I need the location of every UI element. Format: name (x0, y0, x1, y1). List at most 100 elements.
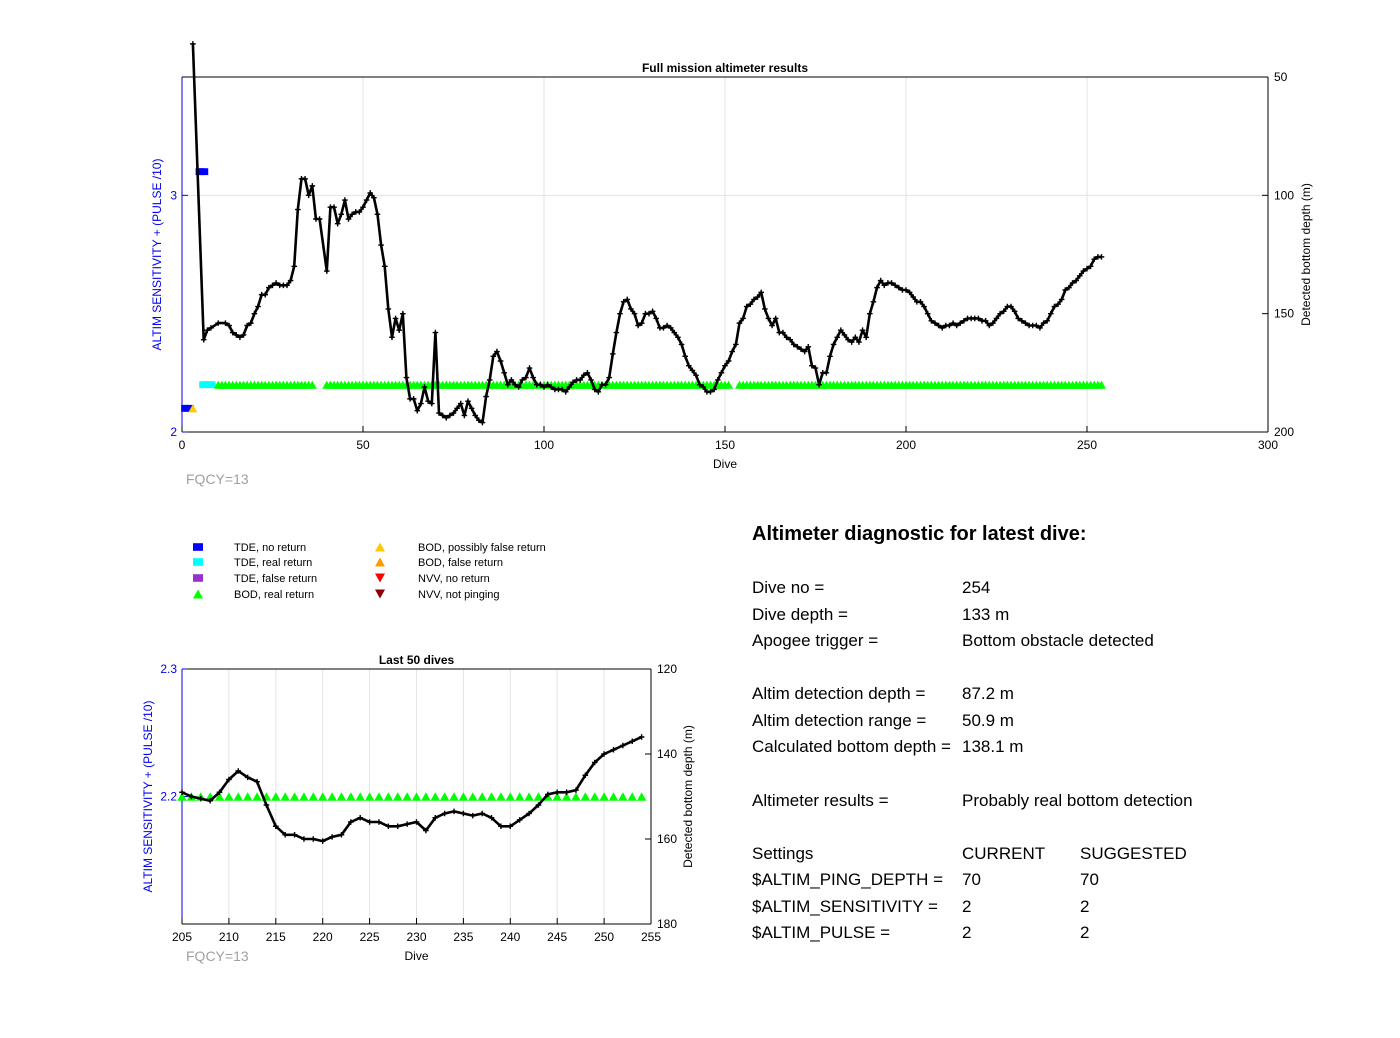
mission-depth-point (1055, 301, 1061, 307)
last50-depth-point (460, 810, 467, 817)
mission-depth-point (541, 384, 547, 390)
mission-depth-point (997, 310, 1003, 317)
mission-depth-point (1044, 317, 1050, 324)
mission-depth-point (1069, 280, 1076, 286)
mission-depth-point (410, 396, 417, 402)
last50-right-tick-label: 160 (657, 832, 677, 846)
last50-marker (627, 792, 637, 801)
mission-depth-point (762, 306, 768, 312)
mission-depth-point (222, 320, 229, 326)
mission-depth-point (689, 367, 696, 374)
last50-depth-point (273, 823, 279, 830)
mission-depth-point (331, 204, 337, 210)
mission-depth-point (360, 204, 366, 210)
mission-depth-point (389, 334, 395, 341)
settings-header-suggested: SUGGESTED (1080, 844, 1187, 863)
mission-depth-point (950, 320, 956, 326)
mission-depth-point (725, 358, 732, 364)
mission-depth-point (921, 303, 927, 310)
last50-ylabel-left: ALTIM SENSITIVITY + (PULSE /10) (141, 701, 155, 893)
mission-depth-point (729, 348, 736, 355)
mission-depth-point (845, 336, 851, 343)
mission-depth-point (428, 400, 435, 407)
last50-marker (458, 792, 469, 801)
setting-pulse-suggested: 2 (1080, 923, 1090, 942)
mission-depth-point (255, 303, 261, 310)
last50-depth-point (563, 789, 570, 796)
legend-marker (375, 589, 385, 599)
legend-marker (193, 558, 203, 566)
mission-depth-point (624, 296, 631, 303)
mission-depth-point (581, 372, 587, 378)
last50-marker (571, 792, 581, 801)
last50-marker (449, 792, 459, 801)
last50-x-tick-label: 215 (266, 930, 286, 944)
mission-marker (184, 404, 194, 412)
mission-depth-point (403, 374, 410, 381)
mission-depth-point (454, 405, 460, 412)
last50-depth-point (591, 759, 598, 766)
mission-depth-point (190, 41, 196, 47)
last50-depth-point (207, 797, 213, 804)
mission-depth-point (512, 381, 518, 388)
legend-label: TDE, no return (234, 542, 306, 554)
mission-marker (307, 380, 317, 389)
mission-depth-point (349, 211, 355, 218)
mission-x-tick-label: 200 (896, 438, 916, 452)
mission-depth-point (852, 334, 859, 341)
mission-marker (1096, 380, 1106, 389)
mission-depth-point (609, 351, 616, 357)
mission-depth-point (606, 374, 612, 381)
last50-depth-point (338, 831, 345, 838)
legend-marker (375, 557, 385, 567)
last50-depth-point (469, 812, 476, 819)
mission-depth-point (711, 386, 717, 393)
last50-marker (177, 792, 187, 801)
last50-depth-point (451, 808, 457, 815)
mission-depth-point (526, 365, 533, 371)
last50-x-tick-label: 230 (406, 930, 426, 944)
mission-depth-point (215, 320, 221, 326)
last50-depth-point (610, 746, 617, 753)
last50-marker (608, 792, 619, 801)
mission-depth-point (262, 291, 269, 298)
mission-depth-point (544, 381, 551, 388)
label-dive-no: Dive no = (752, 578, 825, 597)
mission-depth-point (848, 339, 855, 345)
mission-depth-point (305, 192, 312, 199)
last50-depth-point (376, 819, 382, 825)
mission-depth-point (432, 329, 439, 336)
value-detection-depth: 87.2 m (962, 684, 1014, 703)
mission-left-tick-label: 3 (170, 188, 177, 202)
last50-marker (496, 792, 506, 801)
last50-x-tick-label: 205 (172, 930, 192, 944)
mission-depth-point (740, 315, 746, 322)
mission-depth-point (765, 315, 772, 322)
mission-depth-point (266, 284, 272, 291)
mission-depth-point (396, 327, 402, 334)
last50-depth-point (432, 814, 439, 821)
mission-depth-point (812, 365, 819, 371)
value-altimeter-results: Probably real bottom detection (962, 791, 1193, 810)
last50-marker (636, 792, 647, 801)
mission-depth-point (378, 242, 384, 248)
last50-marker (252, 792, 262, 801)
mission-depth-point (924, 310, 931, 317)
mission-depth-point (946, 322, 953, 329)
mission-marker (724, 380, 734, 389)
diagnostic-panel: Altimeter diagnostic for latest dive: Di… (752, 520, 1372, 960)
mission-depth-point (1080, 268, 1087, 274)
last50-x-tick-label: 245 (547, 930, 567, 944)
mission-depth-point (874, 284, 880, 291)
last50-marker (327, 792, 337, 801)
last50-marker (383, 792, 394, 801)
mission-depth-point (591, 386, 598, 393)
mission-depth-point (646, 310, 652, 317)
setting-sensitivity-suggested: 2 (1080, 897, 1090, 916)
mission-depth-point (1037, 325, 1043, 331)
mission-depth-point (200, 336, 207, 343)
last50-marker (224, 792, 234, 801)
mission-depth-point (472, 412, 479, 419)
last50-right-tick-label: 180 (657, 917, 677, 931)
last50-ylabel-right: Detected bottom depth (m) (681, 725, 695, 868)
